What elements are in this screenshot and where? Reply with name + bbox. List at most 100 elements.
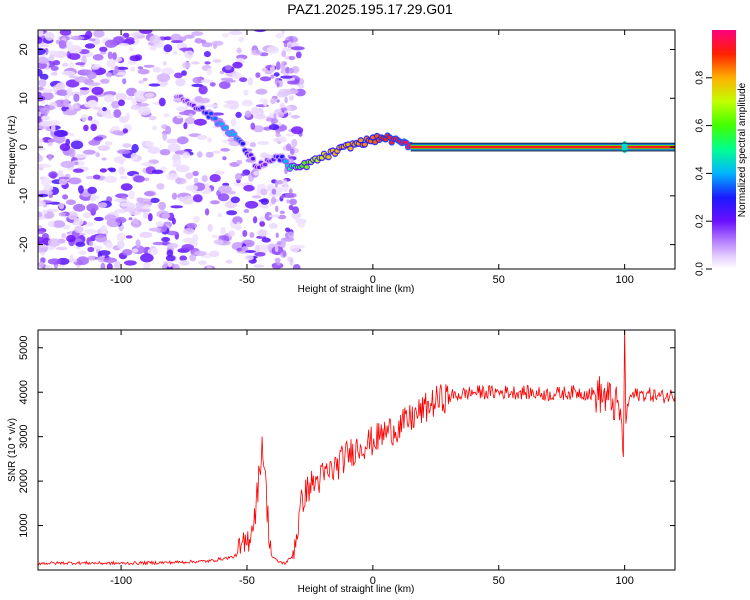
noise-speckle xyxy=(38,62,47,70)
noise-speckle xyxy=(260,204,270,209)
noise-speckle xyxy=(218,185,232,193)
noise-speckle xyxy=(298,84,305,89)
noise-speckle xyxy=(94,216,104,222)
noise-speckle xyxy=(112,130,123,136)
colorbar-tick-label: 0.4 xyxy=(695,166,706,180)
noise-speckle xyxy=(225,259,233,264)
noise-speckle xyxy=(67,40,73,50)
noise-speckle xyxy=(142,77,148,82)
noise-speckle xyxy=(90,235,96,242)
noise-speckle xyxy=(90,123,97,132)
noise-speckle xyxy=(138,106,151,116)
noise-speckle xyxy=(217,193,230,202)
noise-speckle xyxy=(191,61,200,65)
noise-speckle xyxy=(105,72,113,77)
noise-speckle xyxy=(122,128,128,134)
noise-speckle xyxy=(79,87,90,91)
noise-speckle xyxy=(270,74,275,79)
noise-speckle xyxy=(166,266,173,269)
noise-speckle xyxy=(41,209,48,215)
noise-speckle xyxy=(98,202,108,209)
noise-speckle xyxy=(173,264,180,269)
x-tick-label: -100 xyxy=(110,575,132,587)
noise-speckle xyxy=(220,148,231,152)
noise-speckle xyxy=(111,100,120,109)
noise-speckle xyxy=(122,143,132,148)
noise-speckle xyxy=(144,141,155,148)
noise-speckle xyxy=(280,195,285,199)
snr-xlabel: Height of straight line (km) xyxy=(298,584,415,595)
noise-speckle xyxy=(115,193,129,199)
noise-speckle xyxy=(50,72,58,76)
noise-speckle xyxy=(122,78,127,85)
noise-speckle xyxy=(135,239,141,249)
noise-speckle xyxy=(171,217,176,225)
noise-speckle xyxy=(84,229,98,235)
noise-speckle xyxy=(283,41,288,48)
signal-core xyxy=(326,155,331,159)
noise-speckle xyxy=(212,150,221,154)
noise-speckle xyxy=(228,30,243,36)
noise-speckle xyxy=(280,60,285,68)
noise-speckle xyxy=(73,218,84,226)
noise-speckle xyxy=(106,59,116,68)
noise-speckle xyxy=(278,80,283,88)
noise-speckle xyxy=(70,140,84,150)
noise-speckle xyxy=(105,242,113,249)
noise-speckle xyxy=(88,38,96,42)
noise-speckle xyxy=(113,155,127,164)
noise-speckle xyxy=(91,64,100,70)
signal-core xyxy=(250,156,256,161)
noise-speckle xyxy=(224,100,238,104)
noise-speckle xyxy=(38,142,42,147)
noise-speckle xyxy=(91,86,104,95)
signal-core xyxy=(283,159,289,164)
noise-speckle xyxy=(287,44,292,49)
noise-speckle xyxy=(256,187,261,196)
colorbar-tick-label: 0.2 xyxy=(695,214,706,228)
noise-speckle xyxy=(238,36,244,43)
noise-speckle xyxy=(144,177,150,182)
noise-speckle xyxy=(176,106,189,112)
noise-speckle xyxy=(259,221,266,227)
noise-speckle xyxy=(273,72,280,77)
noise-speckle xyxy=(144,191,155,197)
noise-speckle xyxy=(159,149,171,156)
noise-speckle xyxy=(163,36,173,41)
noise-speckle xyxy=(179,260,190,266)
noise-speckle xyxy=(72,104,79,109)
noise-speckle xyxy=(48,171,58,179)
noise-speckle xyxy=(86,71,97,80)
noise-speckle xyxy=(47,238,61,247)
y-tick-label: 3000 xyxy=(18,424,30,448)
snr-frame xyxy=(37,329,676,571)
noise-speckle xyxy=(53,129,68,138)
noise-speckle xyxy=(58,212,66,217)
noise-speckle xyxy=(275,61,281,71)
noise-speckle xyxy=(261,154,275,158)
noise-speckle xyxy=(56,257,70,265)
noise-speckle xyxy=(254,113,267,120)
spectrogram-frame xyxy=(37,29,676,270)
x-tick-label: -100 xyxy=(110,274,132,286)
noise-speckle xyxy=(179,47,193,51)
noise-speckle xyxy=(284,56,289,60)
noise-speckle xyxy=(151,125,158,131)
noise-speckle xyxy=(116,232,126,242)
noise-speckle xyxy=(82,212,92,219)
noise-speckle xyxy=(199,97,211,104)
noise-speckle xyxy=(244,255,254,261)
noise-speckle xyxy=(254,30,267,33)
noise-speckle xyxy=(275,33,284,39)
noise-speckle xyxy=(41,88,54,94)
noise-speckle xyxy=(225,79,236,83)
noise-speckle xyxy=(156,73,171,82)
noise-speckle xyxy=(78,250,87,256)
noise-speckle xyxy=(76,256,90,266)
noise-speckle xyxy=(277,136,287,142)
noise-speckle xyxy=(95,152,100,158)
noise-speckle xyxy=(104,114,116,119)
noise-speckle xyxy=(291,126,304,135)
noise-speckle xyxy=(217,212,223,218)
noise-speckle xyxy=(162,132,168,141)
